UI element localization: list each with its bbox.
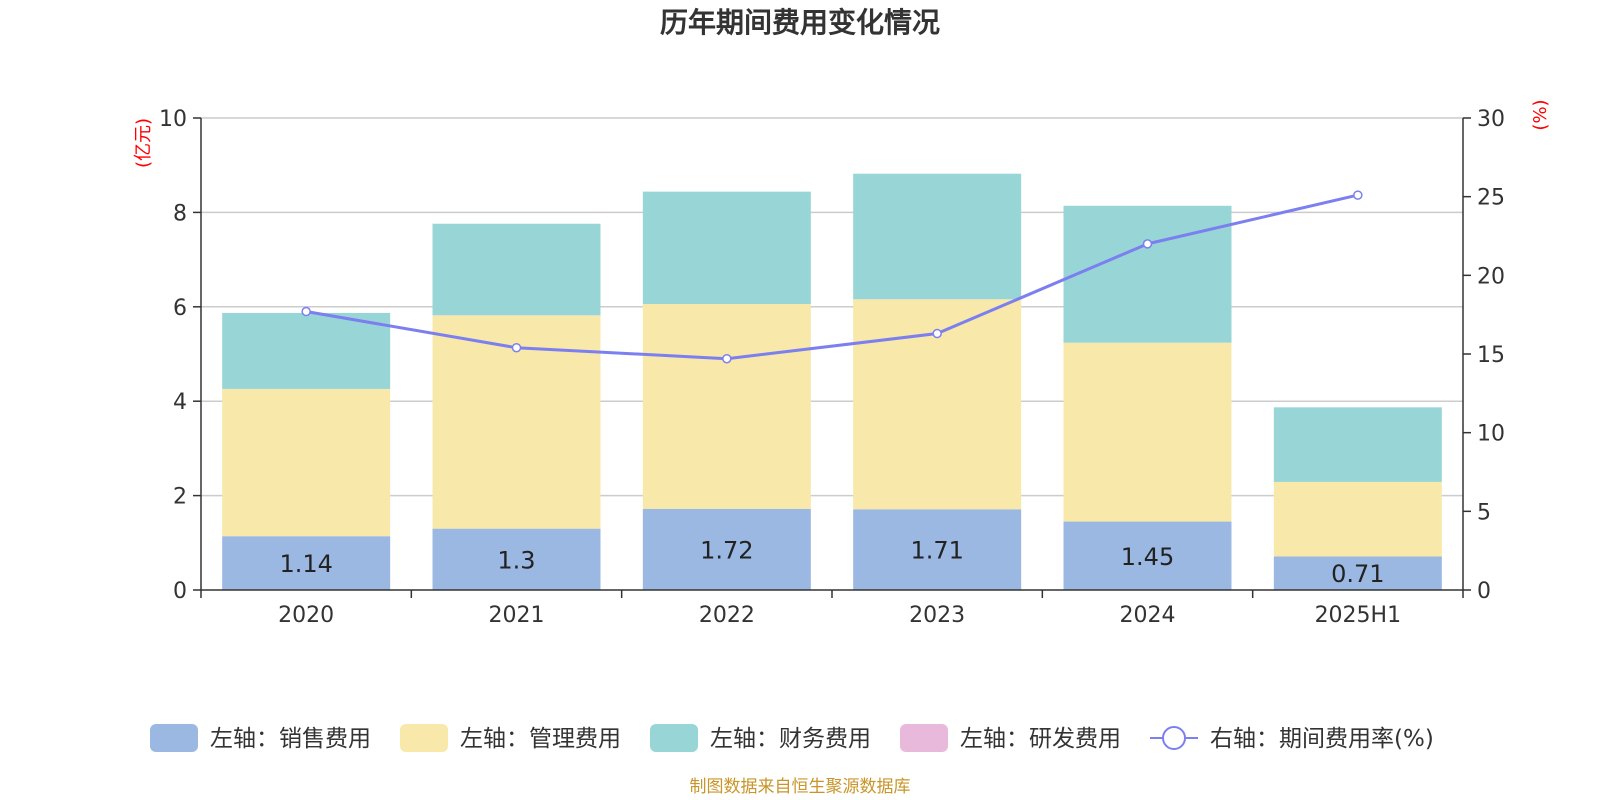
data-labels: 1.14 1.3 1.72 1.71 1.45 0.71 (279, 536, 1384, 588)
x-tick-label: 2020 (278, 603, 334, 628)
x-tick-label: 2025H1 (1315, 603, 1402, 628)
right-tick-label: 20 (1477, 264, 1505, 289)
bar-value-label: 0.71 (1331, 560, 1384, 588)
x-tick-label: 2021 (489, 603, 545, 628)
bar-segment (432, 223, 601, 316)
x-tick-label: 2023 (909, 603, 965, 628)
left-tick-label: 10 (159, 107, 187, 132)
bar-segment (222, 388, 391, 537)
bar-value-label: 1.3 (497, 546, 535, 574)
bar-segment (1273, 556, 1442, 590)
bar-value-label: 1.14 (279, 550, 332, 578)
line-point (722, 353, 732, 364)
legend-label: 左轴：财务费用 (710, 726, 871, 752)
legend-label: 左轴：销售费用 (210, 726, 371, 752)
x-tick-label: 2022 (699, 603, 755, 628)
bar-value-label: 1.71 (910, 537, 963, 565)
bar-segment (853, 173, 1022, 300)
x-tick-label: 2024 (1120, 603, 1176, 628)
bar-segment (853, 509, 1022, 590)
line-point (932, 328, 942, 339)
line-point (1142, 239, 1153, 249)
legend-swatch (400, 724, 448, 752)
left-tick-label: 4 (173, 390, 187, 415)
bar-segment (642, 508, 811, 590)
legend-circle-swatch (1162, 726, 1186, 750)
bar-value-label: 1.45 (1121, 543, 1174, 571)
legend-label: 右轴：期间费用率(%) (1210, 726, 1434, 752)
line-point (511, 342, 522, 353)
right-tick-label: 15 (1477, 343, 1505, 368)
right-tick-label: 25 (1477, 186, 1505, 211)
right-axis-unit: (%) (1530, 99, 1551, 130)
bar-segment (222, 536, 391, 590)
bar-segment (1063, 342, 1232, 522)
legend: 左轴：销售费用 左轴：管理费用 左轴：财务费用 左轴：研发费用 右轴：期间费用率(%) (150, 724, 1434, 752)
right-tick-label: 0 (1477, 579, 1491, 604)
legend-label: 左轴：研发费用 (960, 726, 1121, 752)
bar-segment (1063, 521, 1232, 590)
bar-value-label: 1.72 (700, 536, 753, 564)
right-tick-label: 5 (1477, 500, 1491, 525)
left-tick-label: 6 (173, 296, 187, 321)
legend-swatch (650, 724, 698, 752)
axes: 0 2 4 6 8 10 0 5 10 15 20 25 30 (亿元) (%) 2020 2021 2022 20… (133, 99, 1551, 628)
legend-swatch (150, 724, 198, 752)
bar-segment (642, 303, 811, 509)
left-tick-label: 8 (173, 201, 187, 226)
left-axis-unit: (亿元) (133, 118, 154, 168)
line-point (1353, 190, 1363, 200)
gridlines (201, 117, 1463, 497)
bar-segment (1273, 407, 1442, 482)
legend-label: 左轴：管理费用 (460, 726, 621, 752)
bar-segment (432, 528, 601, 590)
right-tick-label: 30 (1477, 107, 1505, 132)
line-point (301, 306, 311, 317)
left-tick-label: 0 (173, 579, 187, 604)
right-tick-label: 10 (1477, 422, 1505, 447)
legend-swatch (900, 724, 948, 752)
left-tick-label: 2 (173, 485, 187, 510)
bar-segment (642, 191, 811, 304)
bar-segment (1063, 205, 1232, 343)
chart-title: 历年期间费用变化情况 (660, 6, 940, 39)
expense-rate-line (305, 193, 1359, 361)
bar-segment (1273, 481, 1442, 557)
bar-segment (222, 312, 391, 389)
source-note: 制图数据来自恒生聚源数据库 (690, 777, 911, 797)
line-series (301, 190, 1363, 364)
bar-series (222, 173, 1442, 590)
